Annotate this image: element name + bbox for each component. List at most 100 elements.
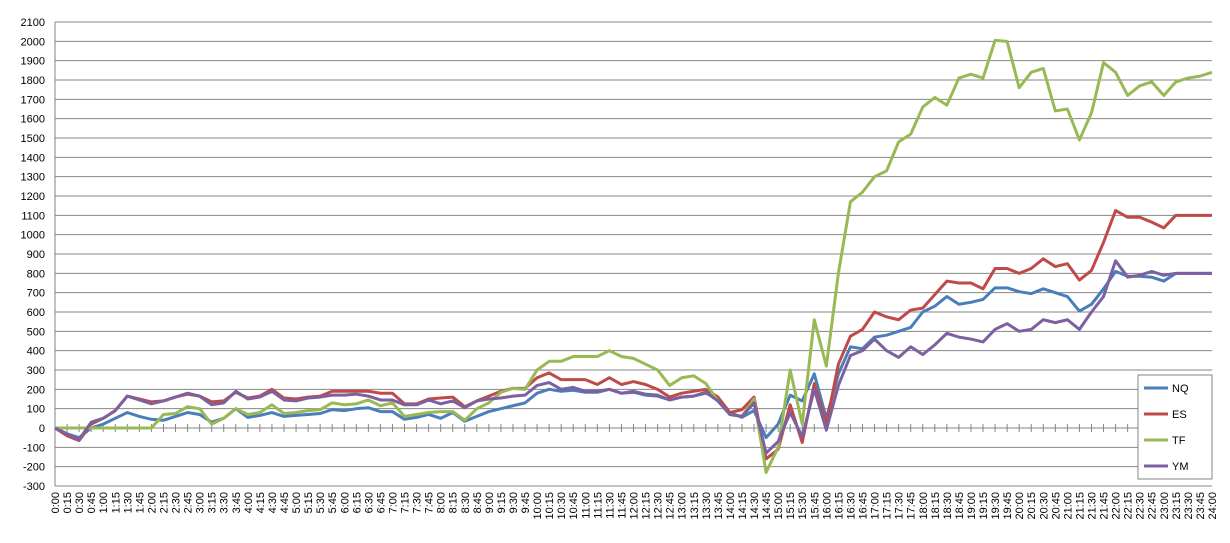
x-tick-label: 11:00 bbox=[580, 492, 592, 519]
x-tick-label: 10:00 bbox=[532, 492, 544, 520]
x-tick-label: 20:45 bbox=[1050, 492, 1062, 520]
y-tick-label: 1500 bbox=[21, 133, 45, 145]
x-tick-label: 18:45 bbox=[954, 492, 966, 520]
x-tick-label: 22:15 bbox=[1123, 492, 1135, 520]
x-tick-label: 21:30 bbox=[1086, 492, 1098, 520]
x-tick-label: 4:45 bbox=[279, 492, 291, 513]
x-tick-label: 8:30 bbox=[460, 492, 472, 513]
y-tick-label: 600 bbox=[27, 307, 45, 319]
x-tick-label: 4:00 bbox=[243, 492, 255, 513]
x-tick-label: 21:45 bbox=[1099, 492, 1111, 520]
x-tick-label: 15:15 bbox=[785, 492, 797, 520]
x-tick-label: 22:30 bbox=[1135, 492, 1147, 520]
x-tick-label: 22:45 bbox=[1147, 492, 1159, 520]
x-tick-label: 12:00 bbox=[629, 492, 641, 520]
x-tick-label: 23:15 bbox=[1171, 492, 1183, 520]
x-tick-label: 2:30 bbox=[171, 492, 183, 513]
x-tick-label: 13:15 bbox=[689, 492, 701, 520]
x-tick-label: 23:45 bbox=[1195, 492, 1207, 520]
legend-label: TF bbox=[1172, 435, 1186, 447]
x-tick-label: 18:30 bbox=[942, 492, 954, 520]
x-tick-label: 17:15 bbox=[882, 492, 894, 520]
x-tick-label: 12:45 bbox=[665, 492, 677, 520]
x-tick-label: 6:45 bbox=[375, 492, 387, 513]
x-tick-label: 19:30 bbox=[990, 492, 1002, 520]
x-tick-label: 20:15 bbox=[1026, 492, 1038, 520]
y-tick-label: 900 bbox=[27, 249, 45, 261]
x-tick-label: 18:15 bbox=[930, 492, 942, 520]
x-tick-label: 5:00 bbox=[291, 492, 303, 513]
y-tick-label: 300 bbox=[27, 365, 45, 377]
x-tick-label: 9:00 bbox=[484, 492, 496, 513]
x-tick-label: 11:30 bbox=[604, 492, 616, 519]
x-tick-label: 1:30 bbox=[122, 492, 134, 513]
x-tick-label: 22:00 bbox=[1111, 492, 1123, 520]
x-tick-label: 1:00 bbox=[98, 492, 110, 513]
x-tick-label: 0:45 bbox=[86, 492, 98, 513]
y-tick-label: 1600 bbox=[21, 114, 45, 126]
x-tick-label: 0:30 bbox=[74, 492, 86, 513]
y-tick-label: 400 bbox=[27, 346, 45, 358]
x-tick-label: 24:00 bbox=[1207, 492, 1219, 520]
y-tick-label: 1700 bbox=[21, 94, 45, 106]
x-tick-label: 20:30 bbox=[1038, 492, 1050, 520]
x-tick-label: 13:45 bbox=[713, 492, 725, 520]
y-tick-label: -100 bbox=[23, 442, 45, 454]
x-tick-label: 7:00 bbox=[387, 492, 399, 513]
y-tick-label: 800 bbox=[27, 268, 45, 280]
x-tick-label: 11:45 bbox=[616, 492, 628, 519]
x-tick-label: 5:45 bbox=[327, 492, 339, 513]
x-tick-label: 7:15 bbox=[400, 492, 412, 513]
x-tick-label: 5:30 bbox=[315, 492, 327, 513]
y-tick-label: 100 bbox=[27, 404, 45, 416]
x-tick-label: 0:15 bbox=[62, 492, 74, 513]
x-tick-label: 12:30 bbox=[653, 492, 665, 520]
x-tick-label: 3:30 bbox=[219, 492, 231, 513]
y-tick-label: 1900 bbox=[21, 56, 45, 68]
y-tick-label: 1000 bbox=[21, 230, 45, 242]
x-tick-label: 8:45 bbox=[472, 492, 484, 513]
x-tick-label: 23:00 bbox=[1159, 492, 1171, 520]
x-tick-label: 18:00 bbox=[918, 492, 930, 520]
y-tick-label: 1400 bbox=[21, 152, 45, 164]
y-tick-label: -300 bbox=[23, 481, 45, 493]
x-tick-label: 6:30 bbox=[363, 492, 375, 513]
x-tick-label: 9:45 bbox=[520, 492, 532, 513]
y-tick-label: 1200 bbox=[21, 191, 45, 203]
x-tick-label: 16:15 bbox=[833, 492, 845, 520]
x-tick-label: 14:00 bbox=[725, 492, 737, 520]
x-tick-label: 17:00 bbox=[870, 492, 882, 520]
x-tick-label: 10:30 bbox=[556, 492, 568, 520]
y-tick-label: 1800 bbox=[21, 75, 45, 87]
x-tick-label: 13:30 bbox=[701, 492, 713, 520]
x-tick-label: 14:45 bbox=[761, 492, 773, 520]
x-tick-label: 1:45 bbox=[134, 492, 146, 513]
x-tick-label: 15:45 bbox=[809, 492, 821, 520]
legend-box bbox=[1137, 374, 1213, 480]
x-tick-label: 21:15 bbox=[1074, 492, 1086, 520]
legend-label: ES bbox=[1172, 409, 1187, 421]
x-tick-label: 19:15 bbox=[978, 492, 990, 520]
x-tick-label: 17:45 bbox=[906, 492, 918, 520]
x-tick-label: 15:00 bbox=[773, 492, 785, 520]
y-tick-label: 2000 bbox=[21, 36, 45, 48]
series-line bbox=[54, 259, 1212, 455]
x-tick-label: 23:30 bbox=[1183, 492, 1195, 520]
x-tick-label: 2:45 bbox=[183, 492, 195, 513]
x-tick-label: 10:15 bbox=[544, 492, 556, 520]
x-tick-label: 5:15 bbox=[303, 492, 315, 513]
x-tick-label: 3:00 bbox=[195, 492, 207, 513]
x-tick-label: 21:00 bbox=[1062, 492, 1074, 520]
series-line bbox=[55, 38, 1213, 474]
x-tick-label: 4:15 bbox=[255, 492, 267, 513]
x-tick-label: 8:15 bbox=[448, 492, 460, 513]
x-tick-label: 10:45 bbox=[568, 492, 580, 520]
x-tick-label: 6:15 bbox=[351, 492, 363, 513]
series-line bbox=[54, 209, 1212, 461]
x-tick-label: 19:45 bbox=[1002, 492, 1014, 520]
x-tick-label: 2:00 bbox=[146, 492, 158, 513]
x-tick-label: 11:15 bbox=[592, 492, 604, 519]
x-tick-label: 4:30 bbox=[267, 492, 279, 513]
legend-label: NQ bbox=[1172, 383, 1189, 395]
